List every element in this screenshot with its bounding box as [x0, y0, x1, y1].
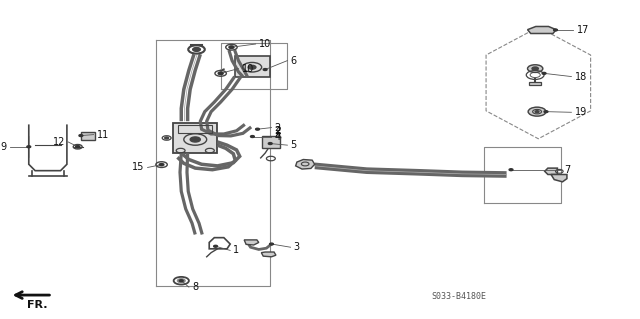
Circle shape: [79, 135, 83, 137]
Text: 15: 15: [132, 162, 145, 173]
Circle shape: [532, 67, 538, 70]
Circle shape: [27, 146, 31, 148]
Bar: [178, 125, 212, 133]
Circle shape: [76, 146, 79, 148]
Bar: [235, 56, 269, 77]
Text: 9: 9: [1, 142, 6, 152]
Text: 11: 11: [97, 130, 109, 140]
Polygon shape: [296, 160, 315, 169]
Circle shape: [164, 137, 168, 139]
Circle shape: [554, 29, 557, 31]
Circle shape: [159, 163, 164, 166]
Text: 10: 10: [242, 63, 254, 74]
Bar: [173, 123, 218, 153]
Text: S033-B4180E: S033-B4180E: [431, 293, 486, 301]
Circle shape: [219, 72, 223, 74]
Text: 18: 18: [575, 71, 587, 82]
Text: 10: 10: [259, 39, 271, 49]
Text: 2: 2: [275, 122, 281, 133]
Circle shape: [248, 65, 256, 69]
Circle shape: [214, 245, 218, 247]
Text: 4: 4: [275, 131, 281, 142]
Text: 4: 4: [275, 132, 282, 142]
Text: 17: 17: [577, 25, 589, 35]
Polygon shape: [527, 26, 556, 33]
Text: 5: 5: [291, 140, 297, 150]
Circle shape: [190, 137, 200, 142]
Circle shape: [544, 111, 548, 113]
Circle shape: [177, 279, 185, 283]
Text: 8: 8: [192, 282, 198, 292]
Circle shape: [528, 107, 546, 116]
Circle shape: [263, 69, 267, 70]
Circle shape: [193, 48, 200, 51]
Text: 12: 12: [52, 137, 65, 147]
Circle shape: [527, 65, 543, 72]
Circle shape: [509, 169, 513, 171]
Circle shape: [542, 72, 546, 74]
Circle shape: [250, 136, 254, 137]
Polygon shape: [261, 252, 276, 257]
Polygon shape: [551, 174, 567, 182]
Polygon shape: [244, 240, 259, 245]
Text: 2: 2: [275, 126, 282, 136]
Polygon shape: [545, 168, 557, 174]
Circle shape: [269, 243, 273, 245]
Circle shape: [535, 111, 539, 113]
Circle shape: [159, 164, 163, 166]
Text: 3: 3: [294, 242, 300, 252]
Circle shape: [76, 146, 79, 148]
Text: 6: 6: [291, 56, 297, 66]
Circle shape: [218, 72, 223, 75]
Text: 1: 1: [234, 245, 239, 256]
Text: FR.: FR.: [28, 300, 48, 310]
Circle shape: [230, 46, 234, 48]
Circle shape: [229, 46, 234, 48]
Text: 19: 19: [575, 107, 587, 117]
Circle shape: [268, 143, 272, 145]
Bar: [529, 82, 541, 85]
Bar: [262, 136, 280, 148]
Bar: [81, 132, 95, 140]
Text: 7: 7: [564, 165, 570, 175]
Circle shape: [179, 280, 183, 282]
Circle shape: [255, 128, 259, 130]
